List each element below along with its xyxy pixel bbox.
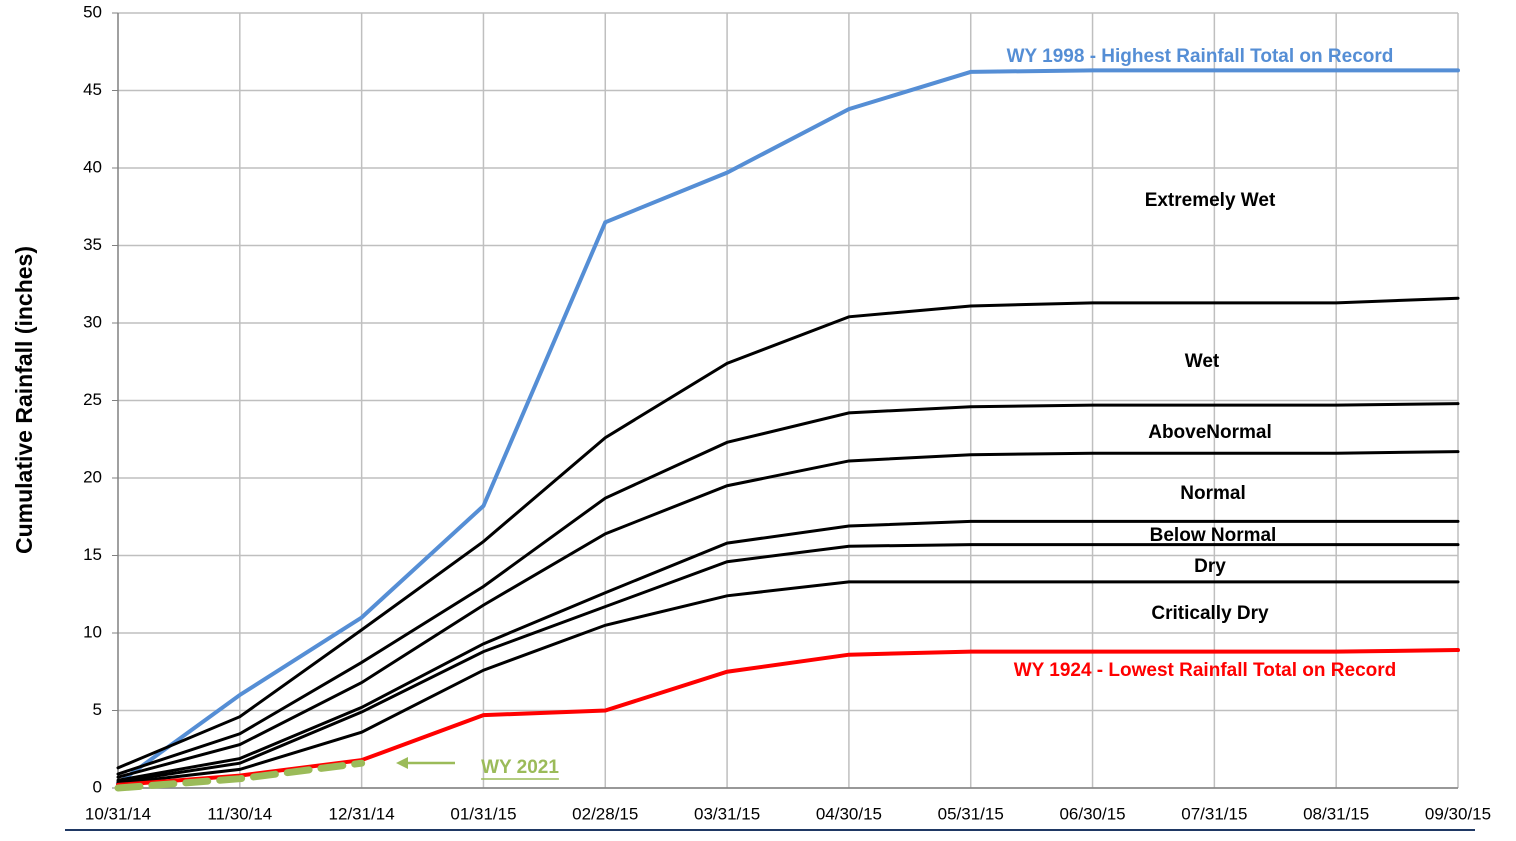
series-label: WY 1998 - Highest Rainfall Total on Reco…	[1007, 46, 1394, 67]
x-tick-label: 03/31/15	[694, 804, 760, 823]
label-arrowhead	[396, 757, 408, 769]
y-tick-label: 30	[83, 312, 102, 331]
region-label: Extremely Wet	[1145, 190, 1276, 211]
x-tick-label: 04/30/15	[816, 804, 882, 823]
region-label: AboveNormal	[1148, 422, 1272, 443]
series-line	[116, 543, 1460, 784]
region-label: Critically Dry	[1151, 603, 1269, 624]
region-label: Below Normal	[1150, 525, 1277, 546]
x-tick-label: 09/30/15	[1425, 804, 1491, 823]
series-line	[116, 519, 1460, 782]
series-line	[116, 296, 1460, 770]
region-label: Normal	[1180, 483, 1245, 504]
region-label: Wet	[1185, 351, 1220, 372]
x-tick-label: 05/31/15	[938, 804, 1004, 823]
x-tick-label: 12/31/14	[329, 804, 395, 823]
y-tick-label: 0	[93, 777, 102, 796]
y-tick-label: 40	[83, 157, 102, 176]
x-tick-label: 07/31/15	[1181, 804, 1247, 823]
y-axis-title: Cumulative Rainfall (inches)	[11, 246, 37, 554]
x-tick-label: 02/28/15	[572, 804, 638, 823]
y-tick-label: 50	[83, 2, 102, 21]
series-line	[116, 68, 1460, 786]
x-tick-label: 06/30/15	[1059, 804, 1125, 823]
x-tick-label: 08/31/15	[1303, 804, 1369, 823]
series-label: WY 1924 - Lowest Rainfall Total on Recor…	[1014, 660, 1397, 681]
series-line	[116, 402, 1460, 776]
region-label: Dry	[1194, 556, 1226, 577]
x-tick-label: 10/31/14	[85, 804, 151, 823]
y-tick-label: 20	[83, 467, 102, 486]
x-tick-label: 01/31/15	[450, 804, 516, 823]
series-line	[116, 580, 1460, 785]
y-tick-label: 15	[83, 545, 102, 564]
y-tick-label: 45	[83, 80, 102, 99]
series-label: WY 2021	[481, 757, 559, 778]
y-tick-label: 10	[83, 622, 102, 641]
y-tick-label: 35	[83, 235, 102, 254]
series-line	[114, 759, 366, 792]
y-tick-label: 5	[93, 700, 102, 719]
x-tick-label: 11/30/14	[207, 804, 272, 823]
y-tick-label: 25	[83, 390, 102, 409]
series-line	[116, 450, 1460, 779]
